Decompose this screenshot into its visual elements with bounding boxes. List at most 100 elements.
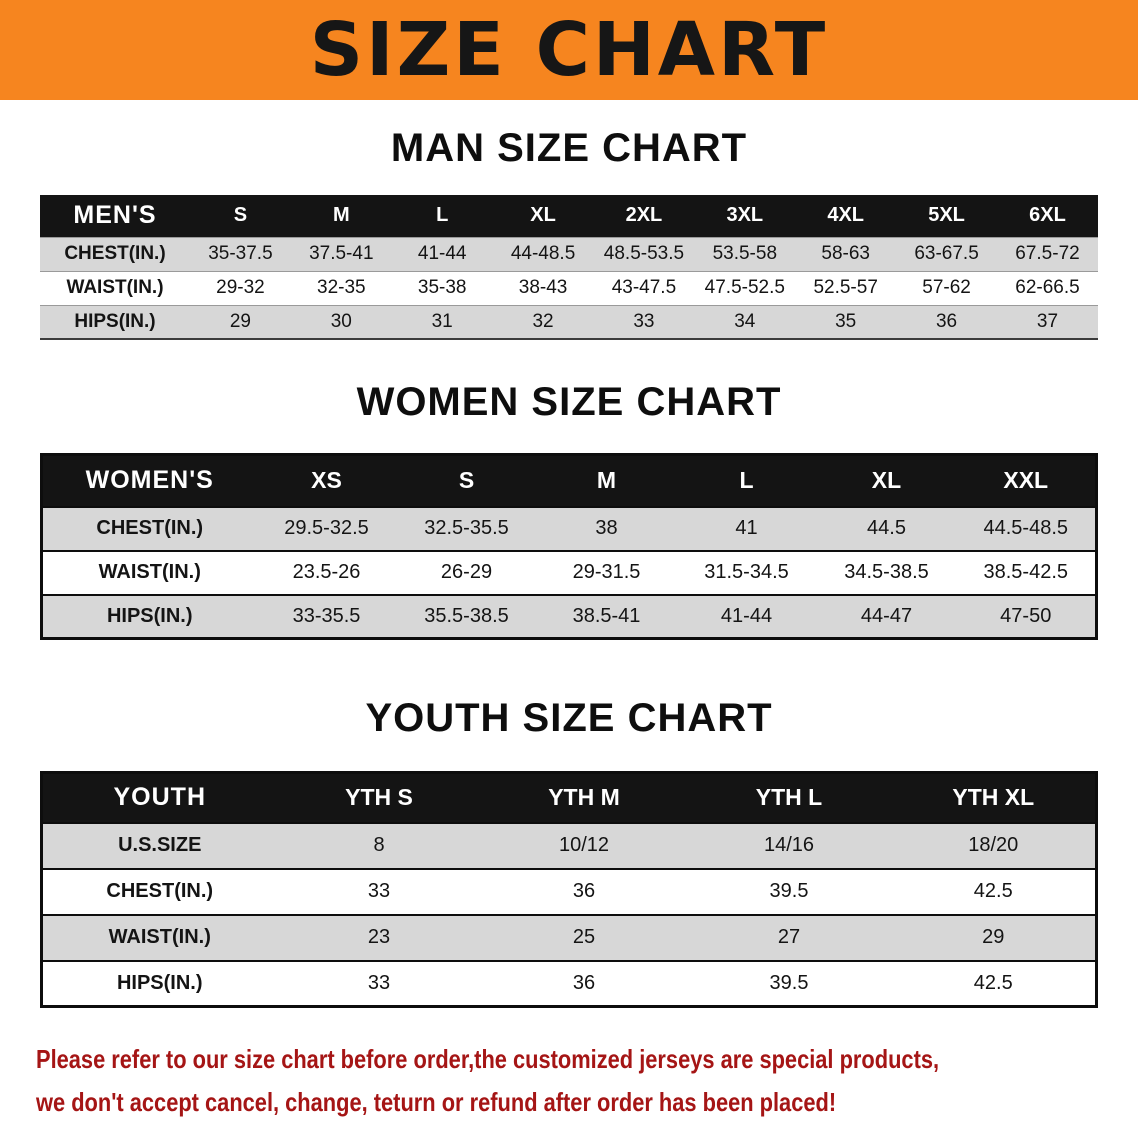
row-label-cell: WAIST(IN.) [98, 561, 201, 583]
table-row: WAIST(IN.) 29-32 32-35 35-38 38-43 43-47.5 47.… [40, 271, 1098, 305]
size-value-cell: 58-63 [821, 243, 870, 264]
row-label-cell: CHEST(IN.) [106, 880, 214, 902]
size-value-cell: 25 [572, 926, 596, 948]
table-row: CHEST(IN.) 33 36 39.5 42.5 [41, 868, 1097, 915]
size-value-cell: 38.5-41 [572, 604, 641, 627]
table-row: CHEST(IN.) 29.5-32.5 32.5-35.5 38 41 44.5 44.5… [41, 506, 1097, 551]
size-value-cell: 52.5-57 [813, 277, 878, 298]
size-value-cell: 37.5-41 [309, 243, 374, 264]
size-value-cell: 63-67.5 [914, 243, 979, 264]
size-value-cell: 36 [935, 310, 958, 332]
size-column-header: YTH L [686, 772, 892, 823]
size-value-cell: 43-47.5 [611, 277, 677, 298]
size-value-cell: 34.5-38.5 [844, 561, 929, 583]
size-column-header: L [391, 195, 493, 237]
size-value-cell: 32.5-35.5 [424, 517, 509, 539]
size-value-cell: 44-47 [860, 604, 913, 627]
size-column-header: S [396, 454, 537, 507]
size-value-cell: 29.5-32.5 [284, 517, 369, 539]
size-value-cell: 44.5-48.5 [983, 517, 1068, 539]
size-column-header: 2XL [593, 195, 695, 237]
size-value-cell: 35-38 [417, 277, 467, 298]
size-value-cell: 33 [367, 971, 391, 994]
size-value-cell: 35-37.5 [208, 243, 273, 264]
table-title-cell: MEN'S [40, 195, 190, 237]
size-value-cell: 8 [373, 834, 385, 856]
table-row: HIPS(IN.) 29 30 31 32 33 34 35 36 37 [40, 305, 1098, 339]
table-header-row: MEN'S S M L XL 2XL 3XL 4XL 5XL 6XL [40, 195, 1098, 237]
size-value-cell: 35.5-38.5 [424, 604, 509, 627]
table-row: HIPS(IN.) 33-35.5 35.5-38.5 38.5-41 41-44 44-… [41, 594, 1097, 639]
women-section-heading: WOMEN SIZE CHART [356, 380, 782, 424]
size-value-cell: 38-43 [518, 277, 568, 298]
size-value-cell: 38.5-42.5 [983, 561, 1068, 583]
footer-line-2: we don't accept cancel, change, teturn o… [36, 1086, 837, 1117]
size-value-cell: 57-62 [922, 277, 971, 298]
table-row: U.S.SIZE 8 10/12 14/16 18/20 [41, 822, 1097, 869]
size-value-cell: 37 [1036, 310, 1059, 332]
size-column-header: L [676, 454, 817, 507]
size-value-cell: 32 [532, 310, 554, 332]
men-size-section: MAN SIZE CHART MEN'S S M L XL 2XL 3XL 4XL 5XL 6XL… [0, 126, 1138, 340]
size-value-cell: 42.5 [973, 880, 1013, 902]
size-value-cell: 30 [330, 310, 352, 332]
size-value-cell: 33 [633, 310, 655, 332]
row-label-cell: U.S.SIZE [118, 834, 202, 856]
size-value-cell: 23 [367, 926, 391, 948]
youth-section-heading: YOUTH SIZE CHART [365, 696, 773, 740]
size-column-header: XXL [956, 454, 1097, 507]
youth-size-section: YOUTH SIZE CHART YOUTH YTH S YTH M YTH L YTH… [0, 696, 1138, 1008]
women-size-table: WOMEN'S XS S M L XL XXL CHEST(IN.) 29.5-32.5 32.5… [40, 453, 1098, 640]
table-row: CHEST(IN.) 35-37.5 37.5-41 41-44 44-48.5 48.5… [40, 237, 1098, 271]
row-label-cell: HIPS(IN.) [106, 604, 193, 627]
size-column-header: XL [816, 454, 957, 507]
size-value-cell: 27 [777, 926, 801, 948]
size-column-header: 4XL [795, 195, 897, 237]
size-value-cell: 36 [572, 971, 596, 994]
row-label-cell: WAIST(IN.) [66, 277, 164, 298]
men-size-table: MEN'S S M L XL 2XL 3XL 4XL 5XL 6XL CHEST(IN.) 35-37… [40, 195, 1098, 340]
size-value-cell: 29 [982, 926, 1005, 948]
size-value-cell: 62-66.5 [1015, 277, 1080, 298]
size-value-cell: 41-44 [720, 604, 773, 627]
men-section-heading: MAN SIZE CHART [390, 126, 748, 170]
size-value-cell: 41-44 [417, 243, 467, 264]
row-label-cell: CHEST(IN.) [96, 517, 204, 539]
size-value-cell: 35 [835, 310, 857, 332]
size-value-cell: 23.5-26 [292, 561, 361, 583]
size-value-cell: 44.5 [867, 517, 906, 539]
table-row: WAIST(IN.) 23 25 27 29 [41, 914, 1097, 961]
table-row: HIPS(IN.) 33 36 39.5 42.5 [41, 960, 1097, 1007]
size-value-cell: 33 [367, 880, 391, 902]
table-title-cell: YOUTH [41, 772, 277, 823]
size-value-cell: 18/20 [968, 834, 1019, 856]
footer-note: Please refer to our size chart before or… [36, 1038, 1138, 1124]
footer-line-1: Please refer to our size chart before or… [36, 1044, 940, 1074]
table-row: WAIST(IN.) 23.5-26 26-29 29-31.5 31.5-34.5 34… [41, 550, 1097, 595]
banner-title: SIZE CHART [309, 7, 829, 93]
row-label-cell: WAIST(IN.) [108, 926, 211, 948]
size-value-cell: 39.5 [769, 971, 809, 994]
size-value-cell: 48.5-53.5 [603, 243, 685, 264]
size-value-cell: 33-35.5 [292, 604, 361, 627]
size-value-cell: 42.5 [973, 971, 1013, 994]
size-column-header: XL [492, 195, 594, 237]
size-value-cell: 26-29 [440, 561, 493, 583]
size-column-header: 6XL [997, 195, 1098, 237]
size-value-cell: 31.5-34.5 [704, 561, 789, 583]
size-value-cell: 29 [229, 310, 251, 332]
size-value-cell: 44-48.5 [510, 243, 576, 264]
row-label-cell: HIPS(IN.) [116, 971, 203, 994]
size-value-cell: 41 [735, 517, 758, 539]
size-value-cell: 67.5-72 [1015, 243, 1080, 264]
size-value-cell: 29-31.5 [572, 561, 641, 583]
size-column-header: M [290, 195, 392, 237]
youth-size-table: YOUTH YTH S YTH M YTH L YTH XL U.S.SIZE 8 10/12… [40, 771, 1098, 1008]
size-value-cell: 36 [572, 880, 596, 902]
size-value-cell: 38 [595, 517, 618, 539]
size-column-header: 5XL [896, 195, 997, 237]
size-column-header: 3XL [694, 195, 796, 237]
row-label-cell: HIPS(IN.) [74, 310, 156, 332]
size-value-cell: 32-35 [317, 277, 366, 298]
